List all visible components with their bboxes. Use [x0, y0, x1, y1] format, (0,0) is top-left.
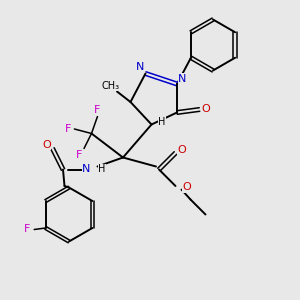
- Text: F: F: [94, 105, 101, 116]
- Text: H: H: [158, 116, 166, 127]
- Text: F: F: [65, 124, 72, 134]
- Text: F: F: [24, 224, 30, 235]
- Text: CH₃: CH₃: [102, 80, 120, 91]
- Text: N: N: [82, 164, 90, 175]
- Text: O: O: [202, 104, 211, 115]
- Text: O: O: [182, 182, 191, 193]
- Text: N: N: [178, 74, 187, 84]
- Text: H: H: [98, 164, 106, 175]
- Text: F: F: [76, 150, 83, 161]
- Text: N: N: [136, 62, 144, 73]
- Text: O: O: [177, 145, 186, 155]
- Text: O: O: [42, 140, 51, 150]
